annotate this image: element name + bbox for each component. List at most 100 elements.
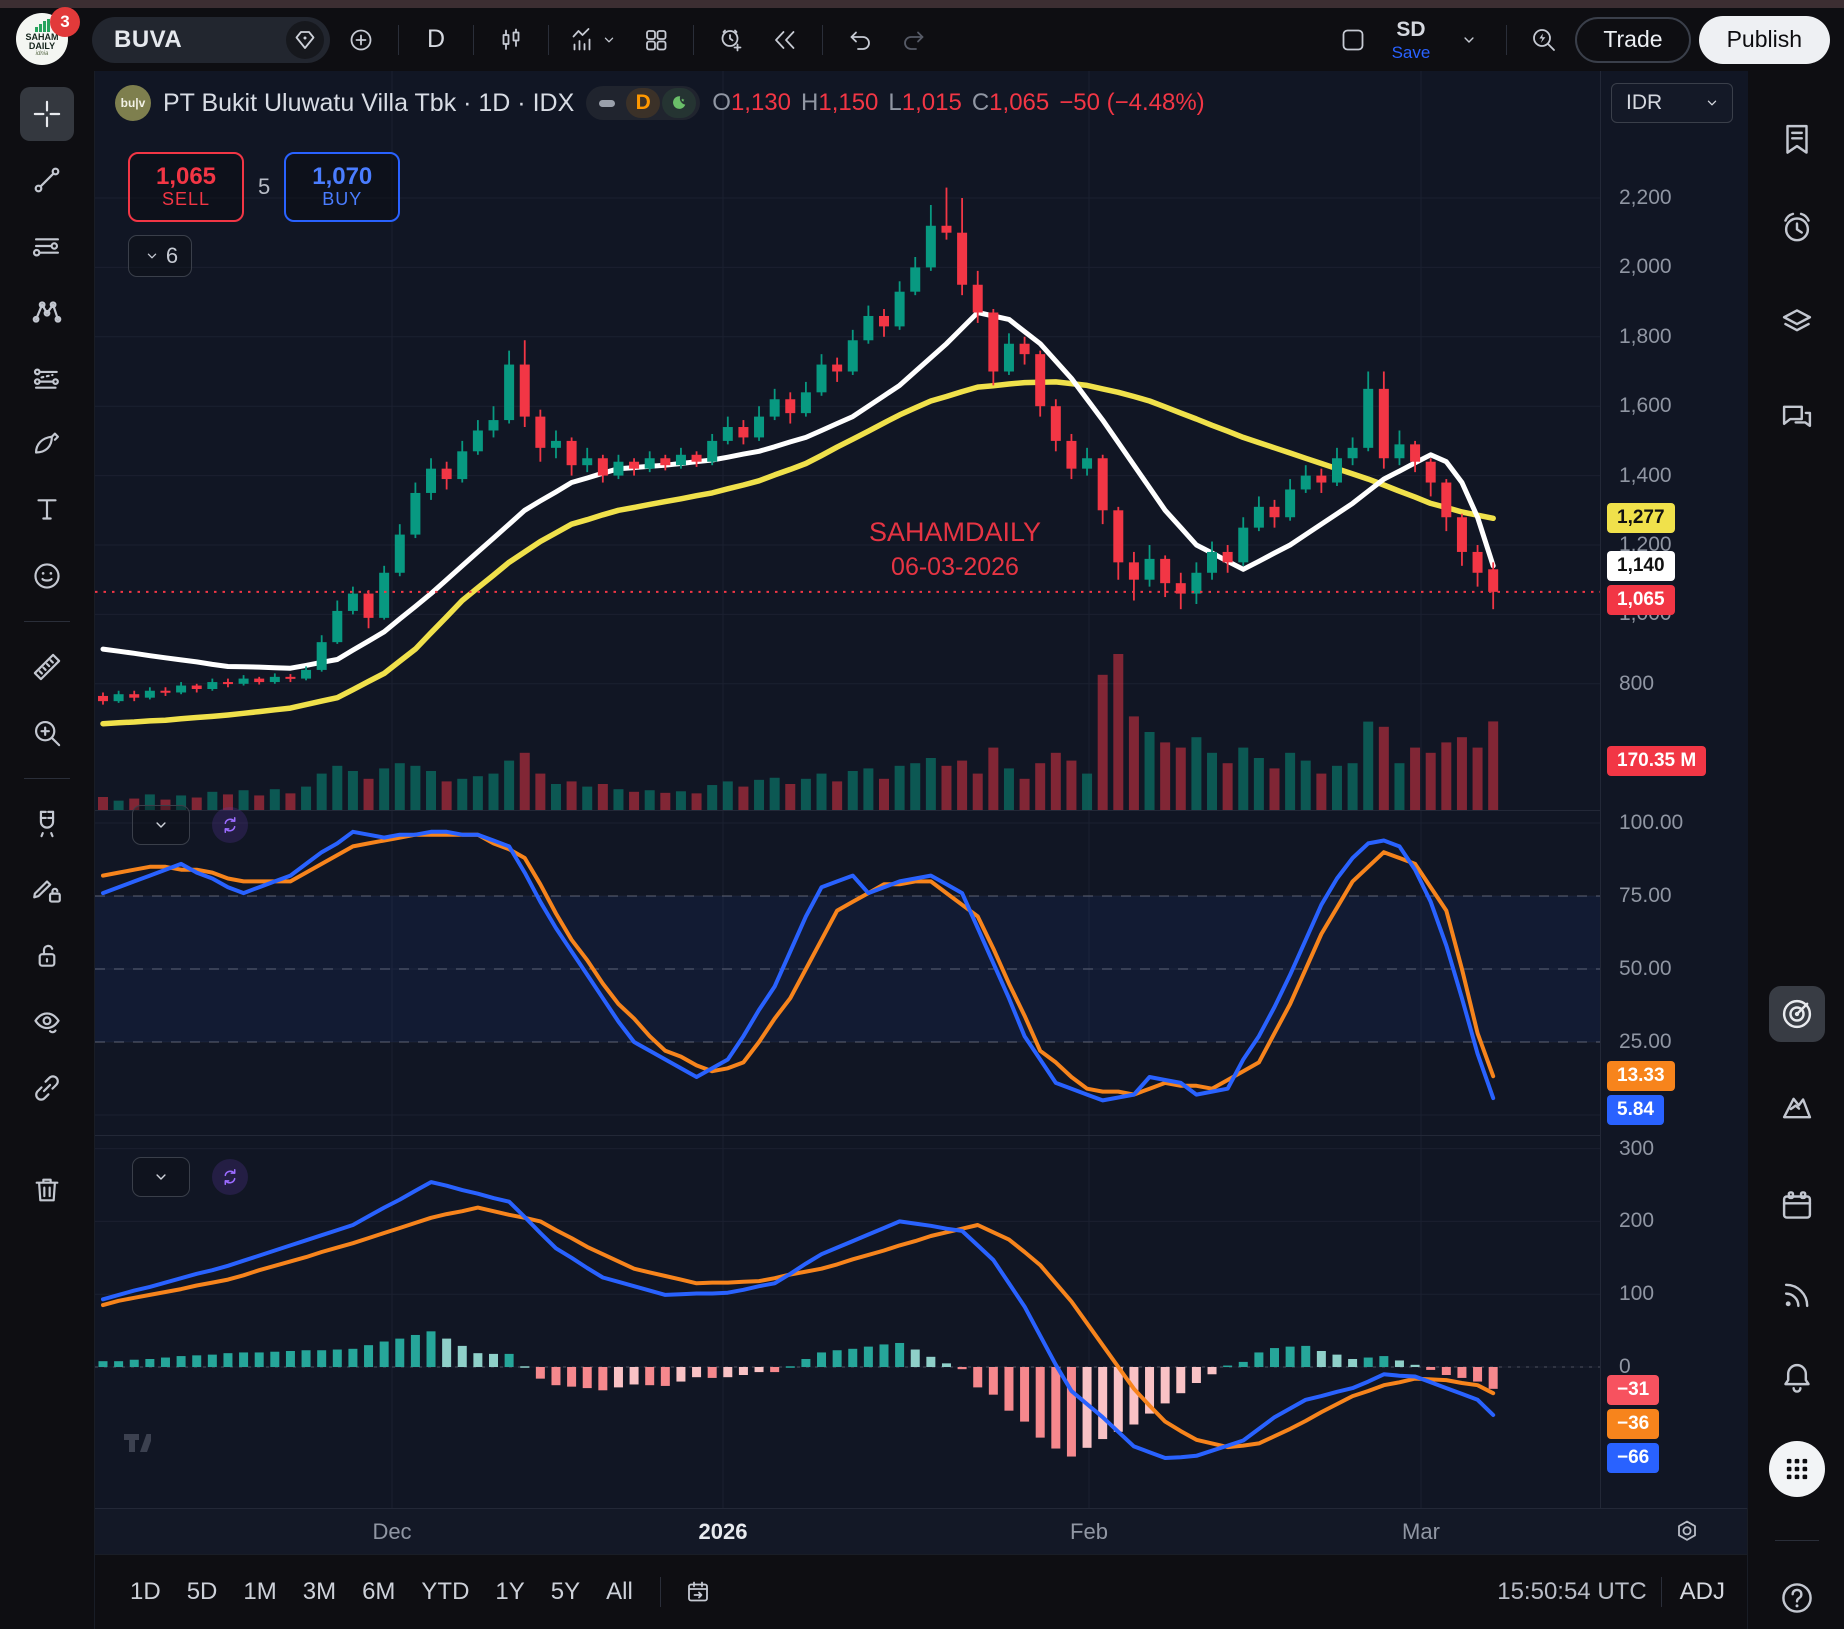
currency-selector[interactable]: IDR xyxy=(1611,83,1733,123)
forecast-icon xyxy=(30,361,64,395)
macd-sync-button[interactable] xyxy=(212,1159,248,1195)
symbol-search-input[interactable]: BUVA xyxy=(92,16,330,63)
range-3m[interactable]: 3M xyxy=(290,1570,349,1614)
horizontal-lines-tool[interactable] xyxy=(20,219,74,273)
range-ytd[interactable]: YTD xyxy=(408,1570,482,1614)
sidebar-item-watchlist[interactable] xyxy=(1769,111,1825,167)
sidebar-item-notifications[interactable] xyxy=(1769,1350,1825,1406)
right-sidebar xyxy=(1747,71,1844,1629)
emoji-tool[interactable] xyxy=(20,549,74,603)
chart-plot[interactable]: SAHAMDAILY 06-03-2026 xyxy=(95,71,1600,1508)
symbol-text: BUVA xyxy=(114,25,183,53)
measure-tool[interactable] xyxy=(20,640,74,694)
quick-search-button[interactable] xyxy=(1521,17,1567,63)
layout-box-button[interactable] xyxy=(1330,17,1376,63)
interval-button[interactable]: D xyxy=(413,17,459,63)
range-1y[interactable]: 1Y xyxy=(482,1570,537,1614)
axis-tick: 1,800 xyxy=(1619,324,1672,348)
brush-tool[interactable] xyxy=(20,417,74,471)
chart-type-button[interactable] xyxy=(488,17,534,63)
replay-icon xyxy=(771,26,799,54)
forecast-tool[interactable] xyxy=(20,351,74,405)
delayed-data-badge[interactable]: D xyxy=(626,88,661,118)
diamond-icon xyxy=(291,26,319,54)
toolbar-divider xyxy=(24,621,70,622)
crosshair-tool[interactable] xyxy=(20,87,74,141)
xabcd-pattern-tool[interactable] xyxy=(20,285,74,339)
compare-button[interactable] xyxy=(338,17,384,63)
chevron-down-icon xyxy=(1458,29,1480,51)
create-alert-button[interactable] xyxy=(708,17,754,63)
time-label-feb: Feb xyxy=(1070,1519,1108,1544)
redo-button[interactable] xyxy=(891,17,937,63)
symbol-flag-button[interactable] xyxy=(286,20,324,59)
sidebar-item-screener[interactable] xyxy=(1768,986,1825,1042)
sidebar-item-help[interactable] xyxy=(1769,1570,1825,1626)
layout-grid-button[interactable] xyxy=(633,17,679,63)
text-tool[interactable] xyxy=(20,483,74,537)
axis-tick: 75.00 xyxy=(1619,884,1672,907)
ohlc-values: O1,130 H1,150 L1,015 C1,065 −50 (−4.48%) xyxy=(712,89,1205,116)
stoch-collapse-button[interactable] xyxy=(132,805,190,845)
sync-icon xyxy=(218,1165,242,1189)
sell-button[interactable]: 1,065 SELL xyxy=(128,152,244,222)
hide-drawings-tool[interactable] xyxy=(20,995,74,1049)
trend-line-tool[interactable] xyxy=(20,153,74,207)
adjusted-data-toggle[interactable]: ADJ xyxy=(1679,1578,1725,1605)
buy-button[interactable]: 1,070 BUY xyxy=(284,152,401,222)
sidebar-item-chat[interactable] xyxy=(1769,389,1825,445)
link-icon xyxy=(30,1071,64,1105)
range-1m[interactable]: 1M xyxy=(230,1570,289,1614)
layout-menu-button[interactable] xyxy=(1446,17,1492,63)
time-axis[interactable]: Dec 2026 Feb Mar xyxy=(95,1508,1747,1555)
toolbar-separator xyxy=(1506,24,1508,55)
collapsed-indicators-chip[interactable]: 6 xyxy=(128,235,192,277)
indicators-button[interactable] xyxy=(563,17,625,63)
stoch-sync-button[interactable] xyxy=(212,807,248,843)
chart-title[interactable]: PT Bukit Uluwatu Villa Tbk · 1D · IDX xyxy=(163,88,575,117)
magnet-tool[interactable] xyxy=(20,797,74,851)
layout-save-button[interactable]: SD Save xyxy=(1384,17,1439,63)
undo-button[interactable] xyxy=(837,17,883,63)
price-tag: 13.33 xyxy=(1607,1061,1675,1092)
macd-collapse-button[interactable] xyxy=(132,1157,190,1197)
app-logo[interactable]: SAHAM DAILY idnia 3 xyxy=(14,6,80,69)
bottom-separator xyxy=(1660,1577,1662,1607)
trade-button[interactable]: Trade xyxy=(1575,16,1691,63)
remove-drawings-tool[interactable] xyxy=(20,1163,74,1217)
tradingview-watermark[interactable] xyxy=(123,1429,151,1457)
range-1d[interactable]: 1D xyxy=(117,1570,174,1614)
lock-all-tool[interactable] xyxy=(20,929,74,983)
publish-button[interactable]: Publish xyxy=(1698,15,1830,64)
notifications-bell-icon xyxy=(1778,1359,1816,1397)
sidebar-item-object-tree[interactable] xyxy=(1769,294,1825,350)
sidebar-item-news[interactable] xyxy=(1769,1267,1825,1323)
drawing-lock-icon xyxy=(30,873,64,907)
bar-replay-button[interactable] xyxy=(762,17,808,63)
minimize-dash-icon[interactable] xyxy=(590,88,624,118)
goto-date-button[interactable] xyxy=(675,1569,721,1615)
axis-settings-gear-icon[interactable] xyxy=(1673,1517,1701,1545)
price-tag: −36 xyxy=(1607,1408,1660,1439)
range-5y[interactable]: 5Y xyxy=(538,1570,593,1614)
price-axis[interactable]: IDR 2,2002,0001,8001,6001,4001,2001,0008… xyxy=(1600,71,1748,1508)
pane-divider[interactable] xyxy=(95,1135,1747,1136)
emoji-icon xyxy=(30,559,64,593)
sidebar-item-alerts[interactable] xyxy=(1769,200,1825,256)
drawing-lock-tool[interactable] xyxy=(20,863,74,917)
range-6m[interactable]: 6M xyxy=(349,1570,408,1614)
sidebar-item-economic-calendar[interactable] xyxy=(1769,1178,1825,1234)
market-closed-moon-icon[interactable] xyxy=(662,88,697,118)
sidebar-item-ideas[interactable] xyxy=(1769,1079,1825,1135)
clock-utc[interactable]: 15:50:54 UTC xyxy=(1497,1578,1647,1605)
redo-icon xyxy=(900,26,928,54)
sidebar-item-apps[interactable] xyxy=(1768,1441,1825,1497)
zoom-in-tool[interactable] xyxy=(20,706,74,760)
pane-divider[interactable] xyxy=(95,810,1747,811)
axis-tick: 1,400 xyxy=(1619,463,1672,487)
logo-text-2: DAILY xyxy=(28,41,56,51)
chevron-down-icon xyxy=(1702,93,1722,113)
range-5d[interactable]: 5D xyxy=(174,1570,231,1614)
link-tool[interactable] xyxy=(20,1061,74,1115)
range-all[interactable]: All xyxy=(593,1570,646,1614)
